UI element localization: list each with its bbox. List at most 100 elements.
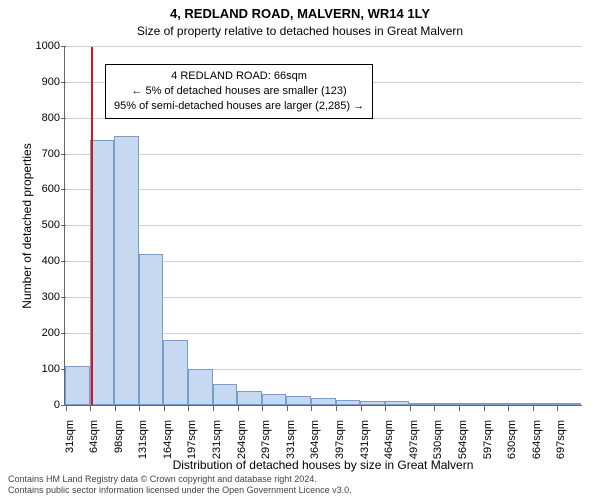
x-tick-label: 464sqm [383,420,395,480]
histogram-bar [409,403,434,405]
x-tick-mark [311,406,312,411]
gridline [65,46,582,47]
x-tick-label: 331sqm [285,420,297,480]
histogram-bar [483,403,508,405]
histogram-bar [286,396,311,405]
histogram-bar [336,400,361,405]
histogram-bar [311,398,336,405]
x-tick-label: 597sqm [482,420,494,480]
histogram-bar [459,403,484,405]
gridline [65,225,582,226]
x-tick-label: 364sqm [309,420,321,480]
histogram-bar [65,366,90,405]
x-tick-label: 564sqm [457,420,469,480]
y-tick-label: 800 [20,112,60,124]
y-tick-label: 200 [20,327,60,339]
x-tick-mark [90,406,91,411]
x-tick-mark [164,406,165,411]
property-marker-line [91,47,93,406]
x-tick-mark [213,406,214,411]
y-tick-mark [61,82,66,83]
y-tick-label: 0 [20,399,60,411]
x-tick-mark [115,406,116,411]
histogram-bar [163,340,188,405]
histogram-bar [434,403,459,405]
y-tick-mark [61,46,66,47]
histogram-bar [508,403,533,405]
y-tick-mark [61,118,66,119]
y-tick-mark [61,189,66,190]
x-tick-label: 231sqm [211,420,223,480]
y-tick-label: 300 [20,291,60,303]
x-tick-mark [66,406,67,411]
histogram-bar [139,254,164,405]
x-tick-label: 630sqm [506,420,518,480]
x-tick-mark [410,406,411,411]
y-tick-label: 600 [20,183,60,195]
annotation-line-2: ← 5% of detached houses are smaller (123… [114,84,364,99]
histogram-bar [262,394,287,405]
y-tick-mark [61,369,66,370]
x-tick-label: 497sqm [408,420,420,480]
annotation-box: 4 REDLAND ROAD: 66sqm ← 5% of detached h… [105,64,373,119]
gridline [65,154,582,155]
histogram-bar [532,403,557,405]
gridline [65,189,582,190]
y-tick-label: 400 [20,255,60,267]
histogram-bar [237,391,262,405]
x-tick-label: 197sqm [186,420,198,480]
x-tick-mark [361,406,362,411]
y-tick-mark [61,261,66,262]
y-tick-label: 500 [20,219,60,231]
chart-subtitle: Size of property relative to detached ho… [0,24,600,38]
histogram-bar [114,136,139,405]
y-tick-mark [61,154,66,155]
x-tick-label: 297sqm [260,420,272,480]
x-tick-label: 397sqm [334,420,346,480]
x-tick-mark [188,406,189,411]
caption-line-2: Contains public sector information licen… [8,485,352,496]
y-tick-label: 900 [20,76,60,88]
caption-line-1: Contains HM Land Registry data © Crown c… [8,474,352,485]
x-tick-label: 64sqm [88,420,100,480]
histogram-bar [557,403,582,405]
x-tick-mark [459,406,460,411]
x-tick-label: 31sqm [64,420,76,480]
histogram-bar [213,384,238,406]
x-tick-mark [434,406,435,411]
histogram-bar [90,140,115,405]
y-tick-label: 100 [20,363,60,375]
chart-container: 4, REDLAND ROAD, MALVERN, WR14 1LY Size … [0,0,600,500]
x-tick-label: 98sqm [113,420,125,480]
y-tick-mark [61,333,66,334]
x-tick-mark [533,406,534,411]
x-tick-label: 131sqm [137,420,149,480]
x-tick-label: 530sqm [432,420,444,480]
y-tick-mark [61,225,66,226]
annotation-line-1: 4 REDLAND ROAD: 66sqm [114,69,364,84]
x-tick-mark [287,406,288,411]
x-tick-mark [484,406,485,411]
x-tick-mark [508,406,509,411]
x-tick-label: 664sqm [531,420,543,480]
x-tick-mark [336,406,337,411]
y-tick-mark [61,297,66,298]
annotation-line-3: 95% of semi-detached houses are larger (… [114,99,364,114]
histogram-bar [360,401,385,405]
x-tick-mark [557,406,558,411]
y-tick-label: 1000 [20,40,60,52]
x-tick-label: 431sqm [359,420,371,480]
x-tick-label: 697sqm [555,420,567,480]
y-tick-label: 700 [20,148,60,160]
x-tick-label: 264sqm [236,420,248,480]
plot-area: 4 REDLAND ROAD: 66sqm ← 5% of detached h… [64,46,582,406]
x-tick-mark [139,406,140,411]
histogram-bar [385,401,410,405]
x-tick-mark [385,406,386,411]
x-tick-label: 164sqm [162,420,174,480]
caption: Contains HM Land Registry data © Crown c… [8,474,352,496]
x-tick-mark [262,406,263,411]
histogram-bar [188,369,213,405]
x-tick-mark [238,406,239,411]
page-title: 4, REDLAND ROAD, MALVERN, WR14 1LY [0,6,600,21]
